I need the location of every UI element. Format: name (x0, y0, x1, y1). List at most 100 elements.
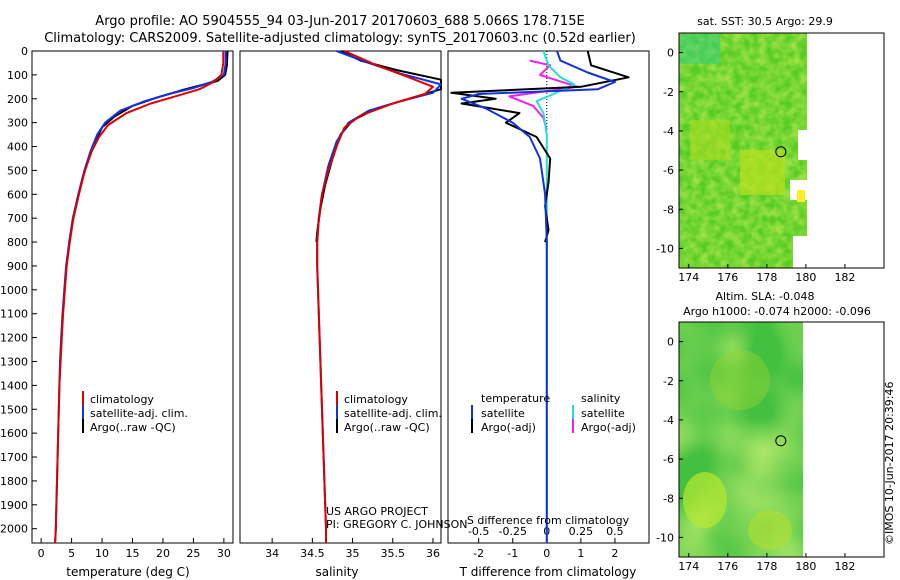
lat-tick-label: -6 (663, 164, 674, 177)
sst-warm-patch (690, 120, 730, 160)
x-tick-label: 20 (156, 547, 170, 560)
temperature-panel: 0100200300400500600700800900100011001200… (0, 45, 234, 579)
x-tick-label: 2 (611, 547, 618, 560)
legend-temperature-title: temperature (481, 392, 550, 405)
lat-tick-label: -10 (656, 531, 674, 544)
sst-map: sat. SST: 30.5 Argo: 29.9 (656, 15, 885, 284)
lon-tick-label: 178 (756, 271, 777, 284)
salinity-panel-frame (239, 50, 442, 544)
sla-lat-ticks: 0 -2 -4 -6 -8 -10 (656, 336, 683, 544)
lon-tick-label: 174 (678, 560, 699, 573)
depth-tick-label: 1200 (0, 332, 28, 345)
depth-tick-label: 1600 (0, 427, 28, 440)
float-position-marker (775, 146, 787, 158)
difference-panel-frame (447, 50, 650, 544)
legend-climatology-label: climatology (90, 393, 154, 406)
figure-title-line1: Argo profile: AO 5904555_94 03-Jun-2017 … (95, 14, 584, 29)
depth-tick-label: 1400 (0, 379, 28, 392)
lon-tick-label: 182 (834, 271, 855, 284)
series-satellite-adj-clim--line (54, 51, 227, 544)
temperature-panel-frame (31, 50, 234, 544)
lat-tick-label: -10 (656, 242, 674, 255)
legend-s-argo-label: Argo(-adj) (581, 421, 636, 434)
sst-map-title: sat. SST: 30.5 Argo: 29.9 (697, 15, 833, 28)
sla-high-patch (683, 472, 727, 528)
x-tick-label: 15 (126, 547, 140, 560)
x-tick-label: 30 (217, 547, 231, 560)
salinity-profile-lines (315, 50, 442, 543)
lon-tick-label: 178 (756, 560, 777, 573)
sla-high-patch (748, 510, 792, 550)
float-position-marker (775, 435, 787, 447)
legend-satellite-label: satellite-adj. clim. (90, 407, 188, 420)
sst-patch (797, 190, 805, 202)
depth-tick-label: 700 (7, 212, 28, 225)
x-tick-label: 25 (186, 547, 200, 560)
sst-blank-patch (798, 130, 807, 160)
sla-map-title2: Argo h1000: -0.074 h2000: -0.096 (683, 305, 871, 318)
depth-tick-label: 100 (7, 69, 28, 82)
sla-map: Altim. SLA: -0.048 Argo h1000: -0.074 h2… (656, 290, 885, 573)
s-tick-label: -0.5 (468, 525, 489, 538)
depth-tick-label: 600 (7, 188, 28, 201)
t-difference-xlabel: T difference from climatology (459, 565, 637, 579)
s-tick-label: 0.25 (569, 525, 594, 538)
series-salinity-satellite-line (535, 50, 576, 543)
lat-tick-label: -2 (663, 375, 674, 388)
x-tick-label: 34 (265, 547, 279, 560)
salinity-xlabel: salinity (315, 565, 358, 579)
x-tick-label: 10 (95, 547, 109, 560)
s-difference-xlabel: S difference from climatology (467, 514, 630, 527)
x-tick-label: 1 (577, 547, 584, 560)
lon-tick-label: 174 (678, 271, 699, 284)
imos-timestamp: ©IMOS 10-Jun-2017 20:39:46 (883, 381, 896, 545)
lat-tick-label: -4 (663, 414, 674, 427)
sst-lat-ticks: 0 -2 -4 -6 -8 -10 (656, 47, 683, 255)
depth-tick-label: 1900 (0, 499, 28, 512)
depth-tick-label: 300 (7, 117, 28, 130)
depth-tick-label: 200 (7, 93, 28, 106)
x-tick-label: 0 (38, 547, 45, 560)
sst-cool-patch (680, 34, 720, 64)
legend-argo-label: Argo(..raw -QC) (344, 421, 430, 434)
lon-tick-label: 180 (795, 560, 816, 573)
series-satellite-adj-clim--line (316, 50, 442, 543)
x-tick-label: 35 (346, 547, 360, 560)
depth-tick-label: 1300 (0, 355, 28, 368)
sla-map-frame (678, 321, 885, 558)
sla-high-patch (710, 350, 770, 410)
x-tick-label: 36 (426, 547, 440, 560)
x-tick-label: 0 (543, 547, 550, 560)
depth-tick-label: 1000 (0, 284, 28, 297)
lat-tick-label: -2 (663, 86, 674, 99)
series-temperature-satellite-line (460, 50, 616, 543)
depth-tick-label: 1100 (0, 308, 28, 321)
lon-tick-label: 176 (717, 271, 738, 284)
temperature-profile-lines (54, 50, 229, 544)
depth-tick-label: 500 (7, 164, 28, 177)
lat-tick-label: -6 (663, 453, 674, 466)
depth-tick-label: 800 (7, 236, 28, 249)
series-climatology-line (54, 51, 225, 544)
legend-climatology-label: climatology (344, 393, 408, 406)
legend-t-argo-label: Argo(-adj) (481, 421, 536, 434)
depth-tick-label: 0 (21, 45, 28, 58)
x-tick-label: -2 (473, 547, 484, 560)
sst-warm-patch (740, 150, 785, 195)
lat-tick-label: -8 (663, 492, 674, 505)
temperature-legend: climatology satellite-adj. clim. Argo(..… (82, 391, 188, 434)
figure-title-line2: Climatology: CARS2009. Satellite-adjuste… (44, 31, 636, 46)
lon-tick-label: 182 (834, 560, 855, 573)
depth-tick-label: 400 (7, 141, 28, 154)
sst-blank-patch (793, 236, 807, 268)
x-tick-label: -1 (507, 547, 518, 560)
temperature-xlabel: temperature (deg C) (66, 565, 189, 579)
project-label: US ARGO PROJECT (326, 505, 428, 518)
difference-profile-lines (450, 50, 630, 543)
sla-field (679, 322, 803, 557)
lat-tick-label: 0 (667, 47, 674, 60)
sst-lon-ticks: 174 176 178 180 182 (678, 264, 855, 284)
lon-tick-label: 176 (717, 560, 738, 573)
salinity-legend: climatology satellite-adj. clim. Argo(..… (336, 391, 442, 434)
